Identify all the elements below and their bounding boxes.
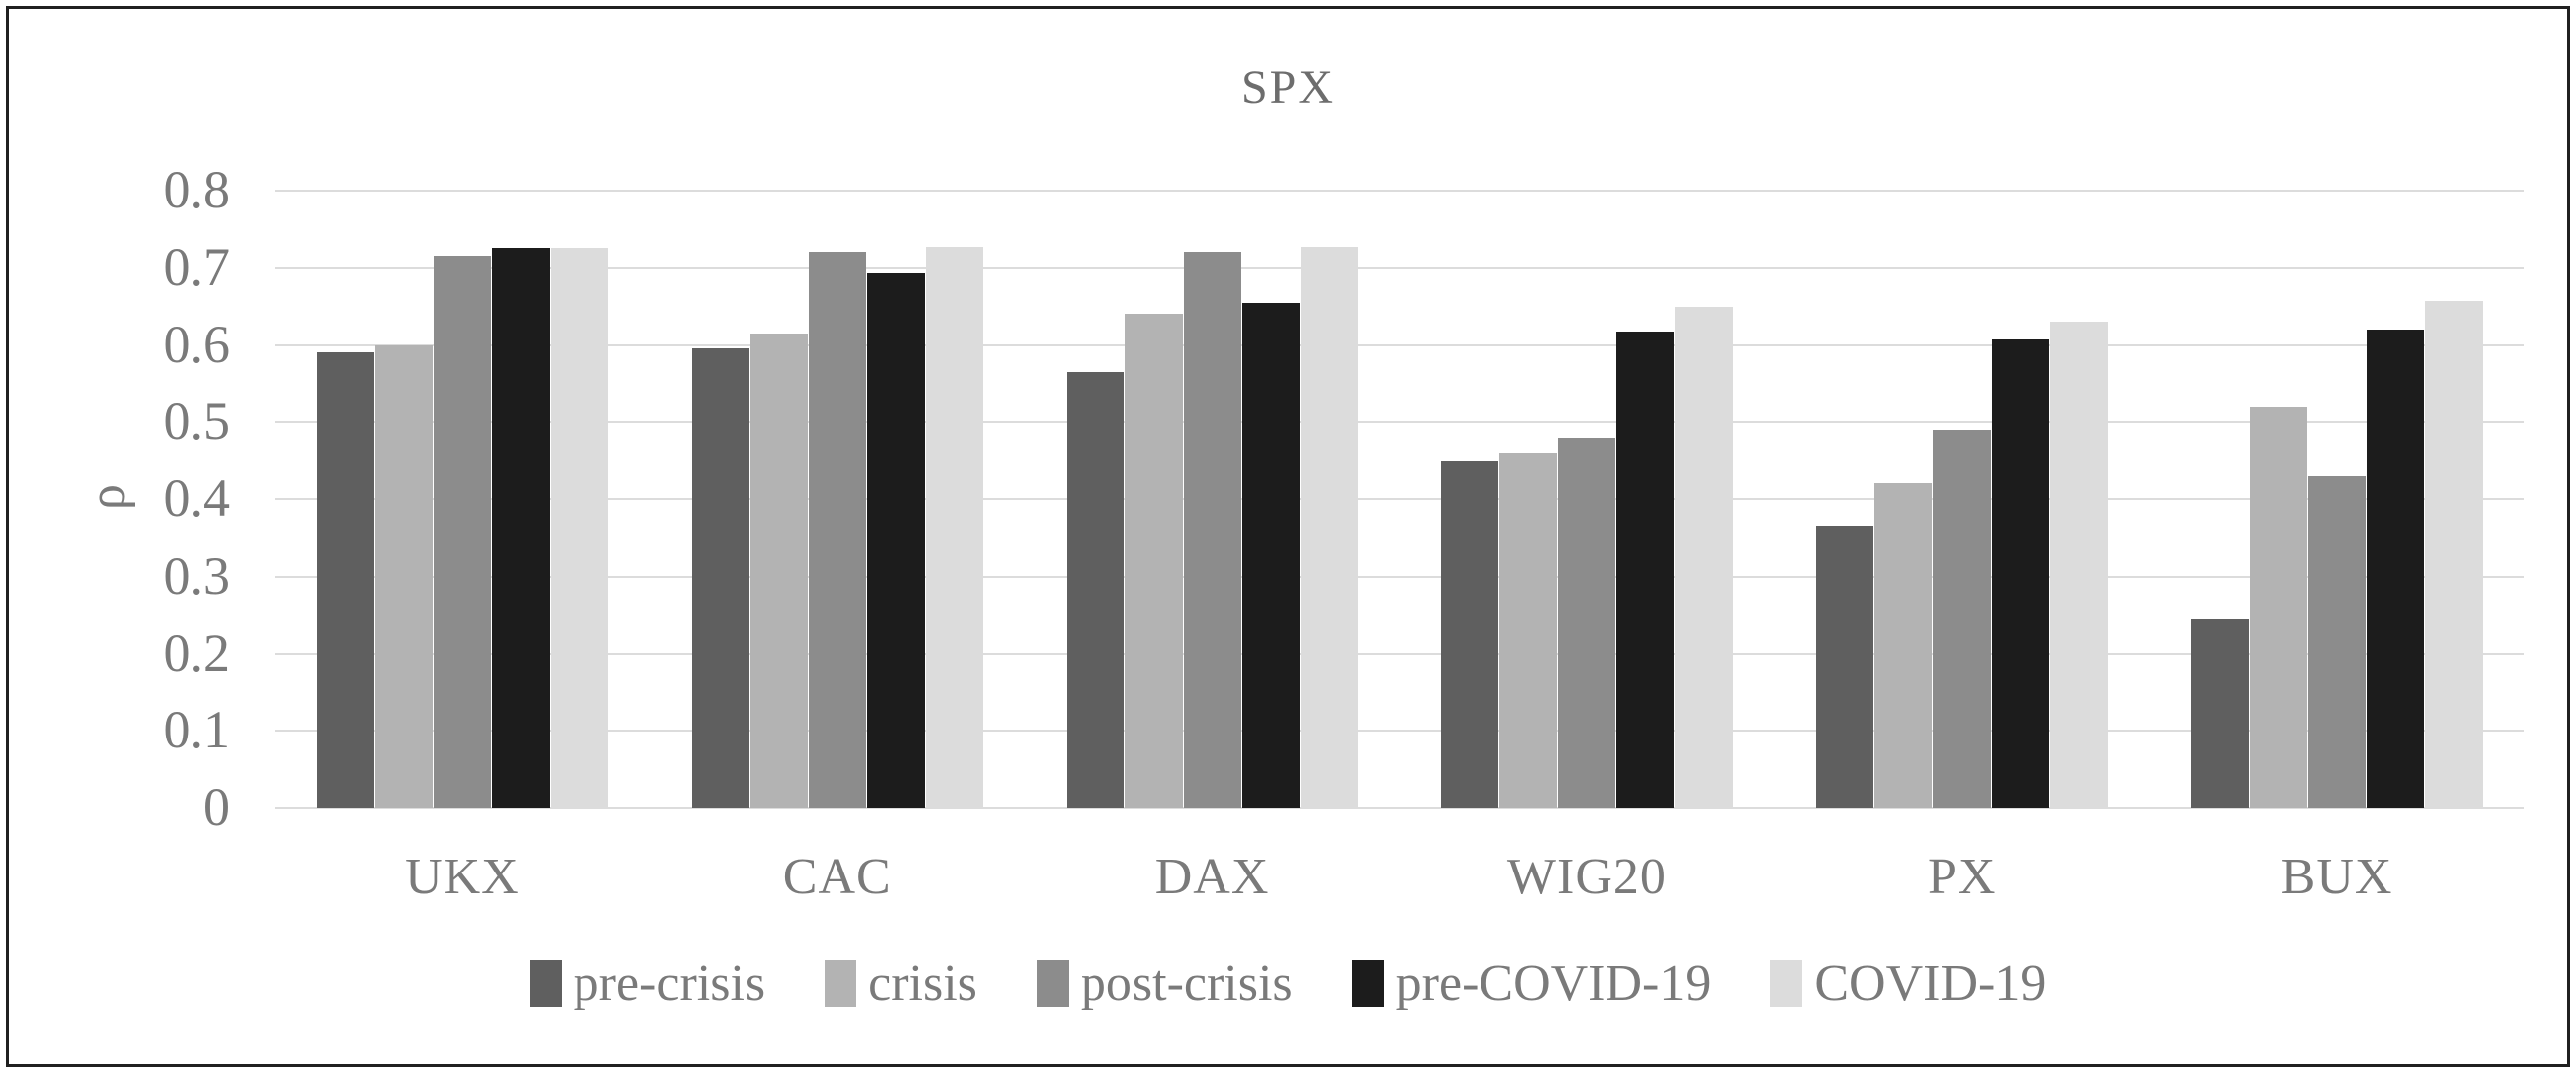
- xtick-label-CAC: CAC: [782, 849, 892, 905]
- bar-group-BUX: [2191, 191, 2484, 808]
- bar-CAC-pre-crisis: [691, 348, 749, 808]
- bar-BUX-pre-crisis: [2191, 618, 2250, 808]
- legend-label-COVID-19: COVID-19: [1814, 955, 2047, 1011]
- xtick-label-DAX: DAX: [1154, 849, 1270, 905]
- legend-item-crisis: crisis: [825, 954, 977, 1012]
- legend-swatch-COVID-19: [1770, 959, 1803, 1007]
- bar-PX-crisis: [1874, 483, 1933, 808]
- plot-area: [275, 190, 2524, 809]
- legend-swatch-pre-crisis: [529, 959, 562, 1007]
- ytick-label-0.7: 0.7: [163, 236, 231, 297]
- gridline-0.5: [275, 421, 2524, 424]
- bar-PX-pre-COVID-19: [1992, 339, 2050, 808]
- bar-WIG20-pre-COVID-19: [1616, 331, 1675, 808]
- legend: pre-crisis crisis post-crisis pre-COVID-19 C…: [9, 954, 2567, 1012]
- ytick-label-0.2: 0.2: [163, 622, 231, 683]
- bar-WIG20-crisis: [1499, 453, 1558, 808]
- gridline-0: [275, 807, 2524, 809]
- bar-UKX-post-crisis: [433, 256, 491, 808]
- bar-group-UKX: [316, 191, 608, 808]
- ytick-label-0.5: 0.5: [163, 391, 231, 452]
- bar-group-PX: [1816, 191, 2109, 808]
- bar-group-WIG20: [1441, 191, 1734, 808]
- bar-UKX-COVID-19: [550, 248, 608, 808]
- bar-BUX-pre-COVID-19: [2367, 329, 2425, 808]
- gridline-0.4: [275, 498, 2524, 500]
- xtick-label-PX: PX: [1928, 849, 1996, 905]
- legend-item-post-crisis: post-crisis: [1036, 954, 1293, 1012]
- bar-group-DAX: [1066, 191, 1358, 808]
- legend-label-pre-crisis: pre-crisis: [573, 955, 766, 1011]
- xtick-label-WIG20: WIG20: [1506, 849, 1667, 905]
- legend-swatch-post-crisis: [1036, 959, 1069, 1007]
- bar-DAX-crisis: [1124, 314, 1183, 808]
- bar-DAX-pre-crisis: [1066, 371, 1124, 808]
- ytick-label-0.3: 0.3: [163, 545, 231, 605]
- legend-label-pre-COVID-19: pre-COVID-19: [1395, 955, 1712, 1011]
- bar-WIG20-post-crisis: [1558, 437, 1616, 808]
- bar-BUX-post-crisis: [2308, 475, 2367, 808]
- gridline-0.2: [275, 652, 2524, 655]
- bar-DAX-COVID-19: [1300, 246, 1358, 808]
- legend-label-post-crisis: post-crisis: [1080, 955, 1293, 1011]
- bar-CAC-pre-COVID-19: [866, 273, 925, 808]
- legend-label-crisis: crisis: [868, 955, 977, 1011]
- gridline-0.3: [275, 575, 2524, 578]
- legend-item-COVID-19: COVID-19: [1770, 954, 2046, 1012]
- legend-swatch-pre-COVID-19: [1352, 959, 1384, 1007]
- xtick-label-BUX: BUX: [2280, 849, 2393, 905]
- ytick-label-0.8: 0.8: [163, 160, 231, 219]
- legend-item-pre-crisis: pre-crisis: [529, 954, 766, 1012]
- chart-title: SPX: [1240, 62, 1336, 114]
- bar-WIG20-COVID-19: [1675, 306, 1734, 808]
- bar-DAX-post-crisis: [1183, 252, 1241, 808]
- gridline-0.6: [275, 343, 2524, 346]
- gridline-0.1: [275, 730, 2524, 733]
- ytick-label-0: 0: [203, 777, 230, 837]
- bar-BUX-crisis: [2250, 406, 2308, 808]
- ytick-label-0.4: 0.4: [163, 469, 231, 528]
- bar-PX-COVID-19: [2050, 322, 2109, 808]
- bar-UKX-pre-crisis: [316, 352, 374, 808]
- gridline-0.8: [275, 190, 2524, 192]
- legend-swatch-crisis: [825, 959, 857, 1007]
- bar-group-CAC: [691, 191, 983, 808]
- bar-DAX-pre-COVID-19: [1241, 302, 1300, 808]
- bar-WIG20-pre-crisis: [1441, 461, 1499, 808]
- bar-CAC-crisis: [749, 333, 808, 808]
- bar-BUX-COVID-19: [2425, 301, 2484, 808]
- bar-PX-pre-crisis: [1816, 526, 1874, 808]
- legend-item-pre-COVID-19: pre-COVID-19: [1352, 954, 1712, 1012]
- ytick-label-0.1: 0.1: [163, 700, 231, 760]
- bar-UKX-pre-COVID-19: [491, 248, 550, 808]
- chart-frame: SPX ρ 0 0.1 0.2 0.3 0.4 0.5 0.6 0.7 0.8 UKX CAC DA…: [6, 6, 2570, 1067]
- bar-CAC-COVID-19: [925, 246, 983, 808]
- gridline-0.7: [275, 266, 2524, 269]
- ytick-label-0.6: 0.6: [163, 314, 231, 374]
- bar-CAC-post-crisis: [808, 252, 866, 808]
- bar-PX-post-crisis: [1933, 430, 1992, 808]
- xtick-label-UKX: UKX: [405, 849, 520, 905]
- bar-UKX-crisis: [374, 344, 433, 808]
